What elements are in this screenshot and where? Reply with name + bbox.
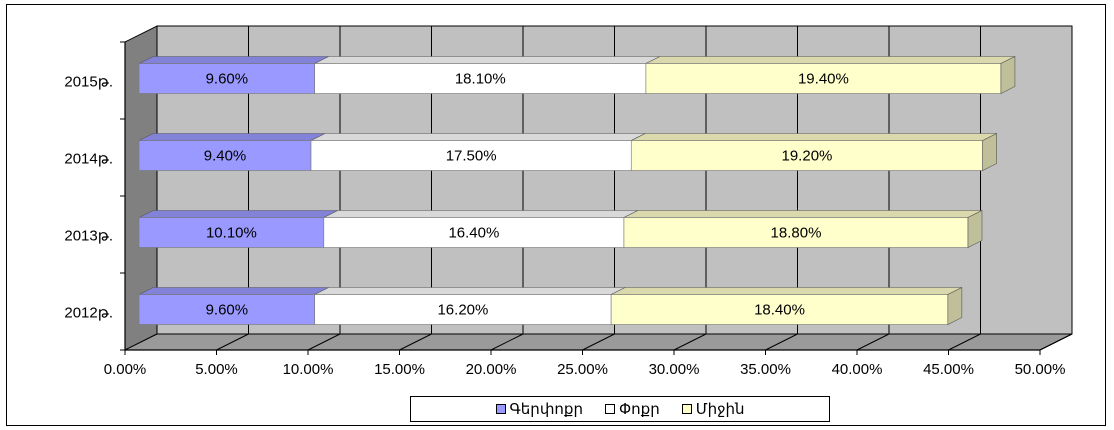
bar-top-0-1 xyxy=(138,210,338,218)
bar-0-2 xyxy=(138,140,312,171)
y-axis-tick-labels: 2012թ. 2013թ. 2014թ. 2015թ. xyxy=(64,74,113,322)
floor-gridline xyxy=(307,333,341,351)
bar-top-0-2 xyxy=(138,133,326,141)
data-label-1-3: 18.10% xyxy=(455,71,506,88)
bar-top-0-3 xyxy=(138,56,329,64)
legend: Գերփոքր Փոքր Միջին xyxy=(410,396,830,422)
y-tick-label-2: 2014թ. xyxy=(64,151,113,168)
bar-0-3 xyxy=(138,63,315,94)
floor-gridline xyxy=(856,333,890,351)
bar-1-3 xyxy=(314,63,647,94)
bar-top-2-2 xyxy=(631,133,997,141)
x-axis-tick-labels: 0.00% 5.00% 10.00% 15.00% 20.00% 25.00% 30.00%… xyxy=(104,361,1066,378)
x-tick-label-3: 15.00% xyxy=(374,361,425,378)
x-tick-label-9: 45.00% xyxy=(923,361,974,378)
x-tick-label-5: 25.00% xyxy=(557,361,608,378)
bar-2-2 xyxy=(630,140,983,171)
legend-swatch-series-1 xyxy=(604,404,615,414)
bar-0-0 xyxy=(138,294,315,325)
bar-2-0 xyxy=(610,294,949,325)
bar-top-1-0 xyxy=(314,287,626,295)
bar-end-2-1 xyxy=(967,210,983,248)
data-label-2-0: 18.40% xyxy=(754,302,805,319)
data-label-0-0: 9.60% xyxy=(206,302,249,319)
floor-gridline xyxy=(673,333,707,351)
legend-item-series-0: Գերփոքր xyxy=(495,400,583,418)
bar-top-1-3 xyxy=(314,56,661,64)
legend-label-series-1: Փոքր xyxy=(618,400,660,418)
floor-gridline xyxy=(490,333,524,351)
legend-label-series-2: Միջին xyxy=(695,400,745,418)
bar-end-2-0 xyxy=(947,287,963,325)
legend-label-series-0: Գերփոքր xyxy=(509,400,583,418)
x-tick-label-10: 50.00% xyxy=(1015,361,1066,378)
bar-1-0 xyxy=(314,294,612,325)
bar-top-0-0 xyxy=(138,287,329,295)
data-label-1-0: 16.20% xyxy=(437,302,488,319)
x-tick-label-2: 10.00% xyxy=(283,361,334,378)
bar-top-2-1 xyxy=(623,210,983,218)
floor-gridline xyxy=(948,333,981,351)
bar-1-1 xyxy=(323,217,625,248)
y-tick-label-1: 2013թ. xyxy=(64,228,113,245)
x-tick-label-4: 20.00% xyxy=(466,361,517,378)
x-tick-label-7: 35.00% xyxy=(740,361,791,378)
floor-gridline xyxy=(399,333,432,351)
data-label-0-2: 9.40% xyxy=(204,148,247,165)
bar-end-2-3 xyxy=(1000,56,1016,94)
floor-gridline xyxy=(1039,333,1073,351)
bar-top-1-1 xyxy=(323,210,639,218)
bar-2-3 xyxy=(645,63,1002,94)
data-label-2-1: 18.80% xyxy=(771,225,822,242)
x-tick-label-0: 0.00% xyxy=(104,361,147,378)
y-tick-label-0: 2012թ. xyxy=(64,305,113,322)
bar-0-1 xyxy=(138,217,325,248)
x-tick-label-1: 5.00% xyxy=(195,361,238,378)
floor-gridline xyxy=(765,333,798,351)
bar-top-2-0 xyxy=(611,287,962,295)
legend-swatch-series-0 xyxy=(495,404,506,414)
legend-item-series-2: Միջին xyxy=(681,400,745,418)
x-tick-label-6: 30.00% xyxy=(649,361,700,378)
data-label-0-3: 9.60% xyxy=(206,71,249,88)
data-label-2-3: 19.40% xyxy=(798,71,849,88)
legend-item-series-1: Փոքր xyxy=(604,400,660,418)
axes xyxy=(120,41,1041,355)
bar-1-2 xyxy=(310,140,632,171)
x-tick-label-8: 40.00% xyxy=(832,361,883,378)
data-label-1-2: 17.50% xyxy=(446,148,497,165)
y-tick-label-3: 2015թ. xyxy=(64,74,113,91)
bar-top-1-2 xyxy=(310,133,646,141)
data-label-2-2: 19.20% xyxy=(782,148,833,165)
floor-gridline xyxy=(582,333,615,351)
legend-swatch-series-2 xyxy=(681,404,692,414)
bars: 9.60% 16.20% 18.40% 10.10% 16.40% 18.80% 9.40%… xyxy=(138,56,1016,325)
bar-top-2-3 xyxy=(645,56,1016,64)
bar-end-2-2 xyxy=(982,133,997,171)
data-label-0-1: 10.10% xyxy=(206,225,257,242)
data-label-1-1: 16.40% xyxy=(448,225,499,242)
bar-2-1 xyxy=(623,217,969,248)
floor-gridline xyxy=(216,333,249,351)
